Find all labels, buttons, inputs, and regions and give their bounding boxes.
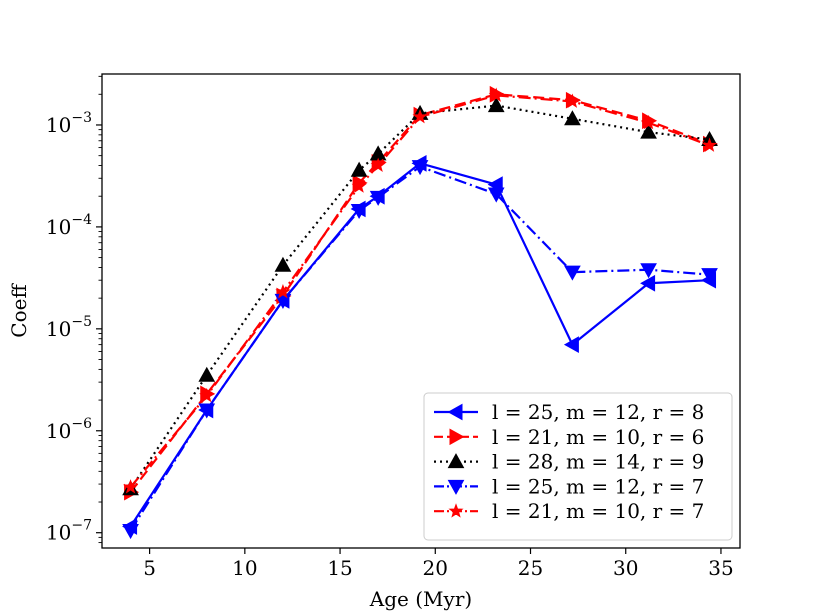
series-5-point <box>488 87 504 102</box>
y-tick-label: 10−7 <box>46 518 92 545</box>
series-3-point <box>564 110 581 126</box>
x-tick-label: 5 <box>143 556 156 580</box>
legend-label: l = 25, m = 12, r = 8 <box>492 400 704 424</box>
legend-swatch-marker <box>447 453 465 469</box>
series-3-point <box>198 366 216 382</box>
series-4-point <box>411 160 429 176</box>
series-1-point <box>640 274 656 292</box>
x-tick-label: 35 <box>708 556 733 580</box>
y-tick-base: 10 <box>46 419 71 443</box>
legend-swatch-marker <box>447 479 465 495</box>
series-3-point <box>274 256 292 272</box>
series-4-line <box>129 165 710 532</box>
plot-frame <box>101 73 741 549</box>
x-tick-label: 10 <box>232 556 257 580</box>
series-5-point <box>412 108 428 124</box>
x-tick-label: 25 <box>518 556 543 580</box>
legend-item-5: l = 21, m = 10, r = 7 <box>434 499 704 523</box>
series-4-point <box>701 268 718 284</box>
y-tick-label: 10−5 <box>46 314 92 341</box>
series-5-point <box>199 387 215 403</box>
y-tick-base: 10 <box>46 113 71 137</box>
y-axis-label: Coeff <box>7 283 31 338</box>
legend-item-1: l = 25, m = 12, r = 8 <box>434 400 704 424</box>
series-5-point <box>351 178 367 193</box>
series-4-point <box>122 524 139 540</box>
series-5-point <box>275 284 291 299</box>
y-tick-label: 10−4 <box>46 212 92 239</box>
series-3-point <box>640 123 657 139</box>
y-tick-base: 10 <box>46 521 71 545</box>
series-4 <box>122 160 718 540</box>
legend-box <box>423 392 733 541</box>
series-4-point <box>350 203 368 219</box>
y-tick-base: 10 <box>46 317 71 341</box>
legend-label: l = 21, m = 10, r = 7 <box>492 499 704 523</box>
series-3 <box>122 97 718 496</box>
series-5-line <box>129 94 710 488</box>
legend-label: l = 21, m = 10, r = 6 <box>492 425 704 449</box>
series-5-point <box>370 157 386 172</box>
x-tick-label: 15 <box>327 556 352 580</box>
y-tick-exponent: −3 <box>71 110 92 126</box>
series-3-point <box>350 161 368 177</box>
legend-swatch-marker <box>447 403 463 421</box>
x-tick-label: 30 <box>613 556 638 580</box>
y-tick-exponent: −5 <box>71 314 92 330</box>
series-layer <box>122 85 719 540</box>
series-4-point <box>487 187 505 203</box>
series-4-point <box>640 263 657 279</box>
series-4-point <box>369 190 387 206</box>
legend-swatch-marker <box>448 503 464 518</box>
series-1-point <box>563 336 579 353</box>
y-tick-exponent: −6 <box>71 416 92 432</box>
y-tick-label: 10−6 <box>46 416 92 443</box>
series-5-point <box>701 137 718 152</box>
legend: l = 25, m = 12, r = 8l = 21, m = 10, r =… <box>423 392 733 541</box>
series-5-point <box>564 93 580 108</box>
legend-item-4: l = 25, m = 12, r = 7 <box>434 474 704 498</box>
x-axis-label: Age (Myr) <box>369 587 472 611</box>
legend-swatch-marker <box>449 428 465 446</box>
series-4-point <box>198 403 216 419</box>
legend-item-3: l = 28, m = 14, r = 9 <box>434 450 704 474</box>
y-tick-label: 10−3 <box>46 110 92 137</box>
legend-label: l = 25, m = 12, r = 7 <box>492 474 704 498</box>
series-5 <box>123 87 718 494</box>
series-5-point <box>123 479 139 494</box>
legend-label: l = 28, m = 14, r = 9 <box>492 450 704 474</box>
y-tick-exponent: −7 <box>71 518 92 534</box>
y-tick-base: 10 <box>46 215 71 239</box>
series-3-point <box>487 97 505 113</box>
x-tick-label: 20 <box>423 556 448 580</box>
y-tick-exponent: −4 <box>71 212 92 228</box>
series-4-point <box>564 265 581 281</box>
legend-item-2: l = 21, m = 10, r = 6 <box>434 425 704 449</box>
series-5-point <box>641 114 657 130</box>
